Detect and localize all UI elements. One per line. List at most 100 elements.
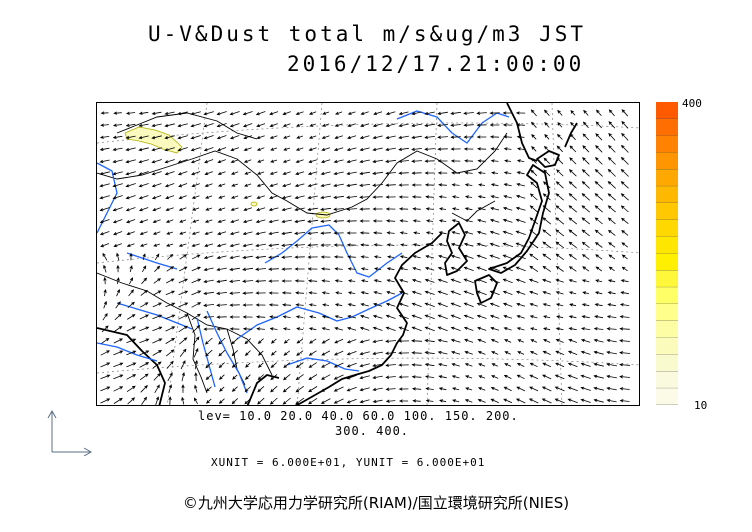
- wind-arrow: [216, 315, 227, 319]
- wind-arrow: [476, 266, 487, 272]
- wind-arrow: [321, 315, 330, 319]
- wind-arrow: [594, 241, 603, 248]
- wind-arrow: [177, 123, 188, 128]
- wind-arrow: [126, 385, 136, 393]
- wind-arrow: [112, 183, 123, 188]
- wind-arrow: [411, 387, 422, 391]
- wind-arrow: [544, 134, 550, 140]
- wind-arrow: [204, 219, 213, 223]
- wind-arrow: [321, 135, 330, 139]
- wind-arrow: [294, 195, 305, 200]
- wind-arrow: [438, 243, 447, 247]
- wind-arrow: [307, 219, 319, 223]
- wind-arrow: [231, 386, 238, 392]
- wind-arrow: [179, 348, 187, 357]
- wind-arrow: [333, 386, 344, 392]
- wind-arrow: [139, 243, 148, 247]
- wind-arrow: [347, 291, 356, 295]
- wind-arrow: [438, 387, 447, 391]
- wind-arrow: [125, 183, 136, 188]
- wind-arrow: [373, 279, 382, 283]
- wind-arrow: [593, 386, 604, 391]
- wind-arrow: [152, 314, 163, 320]
- wind-arrow: [543, 181, 551, 189]
- wind-arrow: [463, 266, 474, 271]
- wind-arrow: [476, 254, 487, 259]
- wind-arrow: [489, 242, 500, 247]
- wind-arrow: [333, 374, 344, 380]
- wind-arrow: [165, 207, 174, 211]
- wind-arrow: [116, 252, 120, 261]
- wind-arrow: [567, 362, 578, 367]
- wind-arrow: [437, 338, 448, 343]
- wind-arrow: [192, 324, 201, 333]
- colorbar-swatch: [656, 203, 678, 221]
- wind-arrow: [515, 242, 526, 248]
- wind-arrow: [529, 205, 538, 213]
- wind-arrow: [569, 303, 577, 307]
- wind-arrow: [165, 195, 175, 200]
- wind-arrow: [177, 147, 188, 152]
- wind-arrow: [489, 123, 500, 127]
- wind-arrow: [165, 219, 174, 223]
- wind-arrow: [295, 171, 305, 176]
- wind-arrow: [307, 195, 318, 200]
- wind-arrow: [139, 350, 150, 356]
- wind-arrow: [476, 147, 487, 151]
- wind-arrow: [126, 350, 137, 356]
- wind-arrow: [529, 193, 538, 201]
- wind-arrow: [411, 326, 422, 332]
- wind-arrow: [594, 229, 603, 237]
- wind-arrow: [282, 303, 292, 307]
- wind-arrow: [269, 135, 278, 139]
- wind-arrow: [142, 253, 146, 261]
- wind-arrow: [568, 315, 577, 319]
- wind-arrow: [580, 350, 591, 355]
- wind-arrow: [582, 157, 590, 165]
- wind-arrow: [268, 267, 279, 271]
- wind-arrow: [463, 254, 474, 259]
- wind-arrow: [126, 314, 136, 320]
- wind-arrow: [398, 339, 410, 343]
- wind-arrow: [203, 123, 214, 128]
- wind-arrow: [374, 267, 382, 271]
- wind-arrow: [516, 327, 525, 331]
- wind-arrow: [346, 351, 357, 356]
- wind-arrow: [194, 372, 198, 382]
- wind-arrow: [270, 159, 278, 163]
- wind-arrow: [386, 290, 396, 295]
- wind-arrow: [398, 135, 409, 140]
- wind-arrow: [570, 110, 576, 116]
- wind-arrow: [334, 279, 343, 283]
- wind-arrow: [346, 398, 357, 404]
- wind-arrow: [606, 374, 617, 379]
- wind-arrow: [438, 254, 448, 259]
- river-yellow: [264, 224, 403, 278]
- colorbar-swatch: [656, 186, 678, 204]
- wind-arrow: [385, 111, 396, 116]
- wind-arrow: [515, 194, 526, 199]
- wind-arrow: [113, 111, 122, 115]
- wind-arrow: [179, 231, 187, 235]
- wind-arrow: [595, 121, 602, 129]
- wind-arrow: [515, 254, 526, 260]
- colorbar-swatch: [656, 304, 678, 322]
- wind-arrow: [542, 265, 552, 272]
- wind-arrow: [607, 229, 616, 236]
- wind-arrow: [256, 195, 265, 199]
- wind-arrow: [478, 375, 486, 379]
- wind-arrow: [385, 314, 396, 319]
- wind-arrow: [450, 290, 461, 296]
- wind-arrow: [450, 123, 461, 127]
- wind-arrow: [125, 147, 136, 152]
- wind-arrow: [167, 253, 174, 260]
- wind-arrow: [294, 183, 305, 188]
- wind-arrow: [296, 135, 304, 139]
- wind-arrow: [281, 219, 292, 224]
- wind-arrow: [580, 362, 591, 367]
- wind-arrow: [333, 207, 344, 211]
- wind-arrow: [152, 219, 161, 223]
- wind-arrow: [542, 193, 551, 201]
- wind-arrow: [437, 111, 448, 116]
- wind-arrow: [464, 230, 474, 235]
